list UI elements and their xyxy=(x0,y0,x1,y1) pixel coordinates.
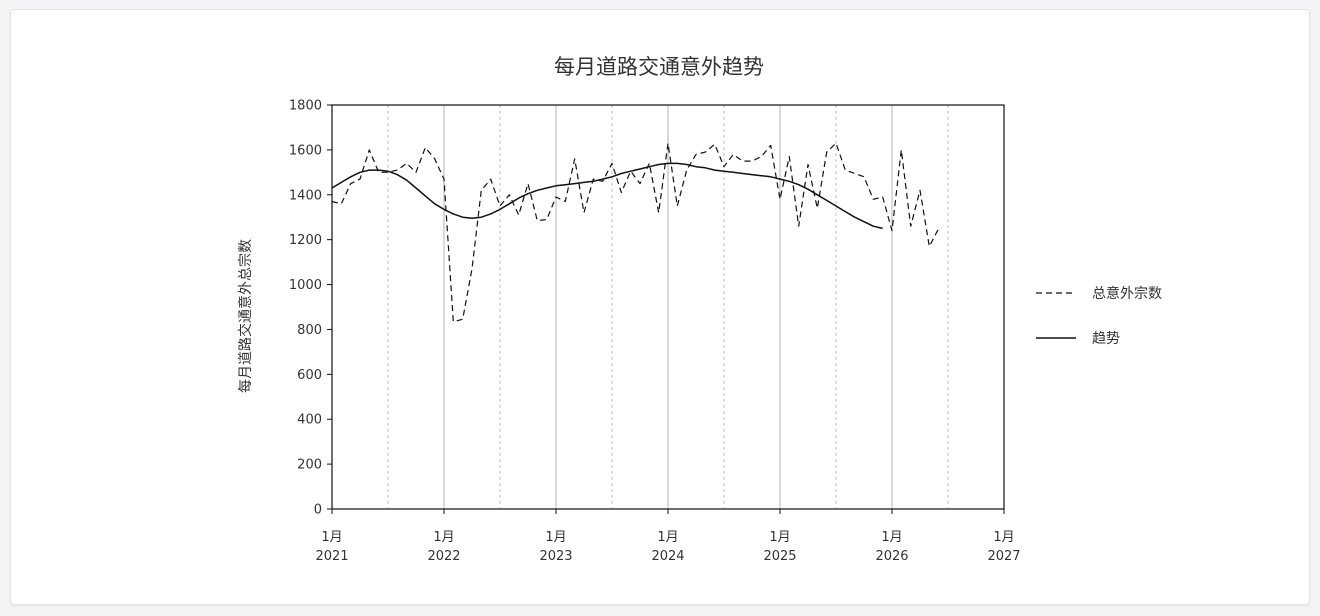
x-tick-label-year: 2024 xyxy=(651,549,684,564)
y-tick-label: 400 xyxy=(297,413,322,428)
series-lines xyxy=(331,142,940,323)
y-tick-label: 200 xyxy=(297,458,322,473)
y-tick-label: 1400 xyxy=(289,188,322,203)
x-tick-label-year: 2025 xyxy=(763,549,796,564)
x-tick-label-month: 1月 xyxy=(881,530,902,545)
y-axis-title: 每月道路交通意外总宗数 xyxy=(237,239,254,393)
y-tick-label: 1000 xyxy=(289,278,322,293)
series-line-total xyxy=(331,142,940,323)
y-tick-label: 800 xyxy=(297,323,322,338)
legend-label-trend: 趋势 xyxy=(1092,331,1120,347)
x-tick-label-year: 2021 xyxy=(315,549,348,564)
series-line-trend xyxy=(331,162,883,230)
y-tick-label: 600 xyxy=(297,368,322,383)
x-tick-label-month: 1月 xyxy=(321,530,342,545)
x-tick-label-year: 2023 xyxy=(539,549,572,564)
x-tick-label-year: 2022 xyxy=(427,549,460,564)
x-tick-label-year: 2026 xyxy=(875,549,908,564)
chart-card xyxy=(10,9,1310,605)
x-tick-label-month: 1月 xyxy=(657,530,678,545)
axes xyxy=(327,104,1005,514)
x-tick-label-month: 1月 xyxy=(769,530,790,545)
y-tick-label: 1600 xyxy=(289,143,322,158)
x-tick-label-month: 1月 xyxy=(433,530,454,545)
y-tick-label: 1200 xyxy=(289,233,322,248)
legend: 总意外宗数 趋势 xyxy=(1036,285,1162,347)
grid-lines xyxy=(387,105,949,509)
y-tick-label: 1800 xyxy=(289,99,322,114)
x-tick-label-year: 2027 xyxy=(987,549,1020,564)
x-tick-label-month: 1月 xyxy=(545,530,566,545)
chart-title: 每月道路交通意外趋势 xyxy=(554,55,764,79)
tick-labels: 0 200 400 600 800 1000 1200 1400 1600 1800 1月 2021 1… xyxy=(289,99,1021,565)
legend-label-total: 总意外宗数 xyxy=(1092,285,1162,302)
x-tick-label-month: 1月 xyxy=(993,530,1014,545)
y-tick-label: 0 xyxy=(314,503,322,518)
